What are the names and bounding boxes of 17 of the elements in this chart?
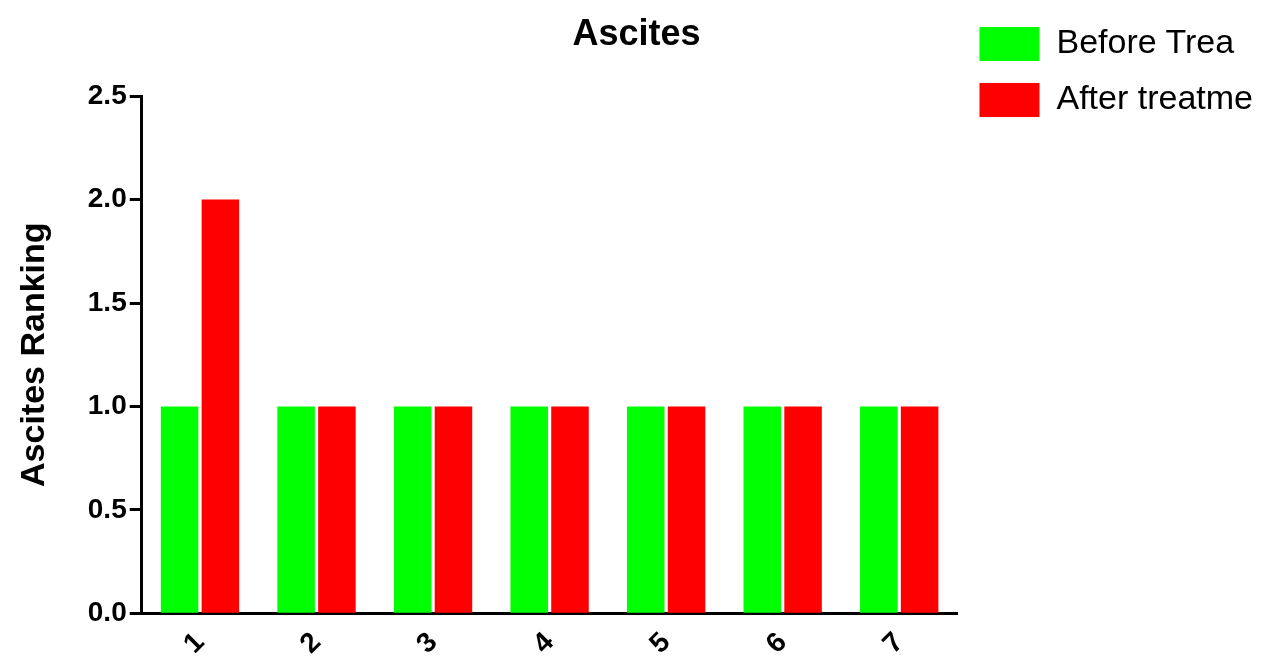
y-tick-label: 2.5: [87, 78, 127, 110]
chart-title: Ascites: [572, 11, 701, 53]
x-tick-label: 5: [642, 625, 676, 659]
legend-label: Before Trea: [1056, 22, 1235, 61]
y-tick-label: 1.5: [87, 285, 127, 317]
x-tick-label: 4: [526, 625, 560, 659]
legend-label: After treatme: [1056, 78, 1253, 117]
y-tick-label: 2.0: [87, 182, 127, 214]
x-tick-label: 1: [176, 625, 210, 659]
x-tick-label: 6: [759, 625, 793, 659]
x-tick-label: 2: [293, 625, 327, 659]
y-tick-label: 0.0: [87, 595, 127, 627]
y-axis-title: Ascites Ranking: [12, 222, 51, 487]
x-tick-label: 7: [875, 625, 909, 659]
y-tick-label: 0.5: [87, 492, 127, 524]
x-tick-label: 3: [409, 625, 443, 659]
y-tick-label: 1.0: [87, 389, 127, 421]
